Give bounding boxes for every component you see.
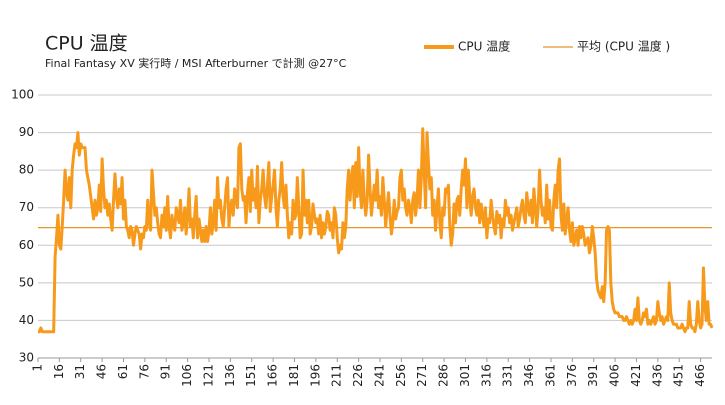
- legend-label: 平均 (CPU 温度 ): [577, 39, 670, 54]
- x-tick-label: 226: [351, 364, 365, 387]
- x-tick-label: 451: [672, 364, 686, 387]
- y-tick-label: 100: [11, 88, 34, 102]
- x-tick-label: 1: [31, 364, 45, 372]
- y-tick-label: 90: [19, 125, 34, 139]
- x-tick-label: 286: [437, 364, 451, 387]
- x-tick-label: 361: [543, 364, 557, 387]
- x-tick-label: 46: [95, 364, 109, 379]
- x-tick-label: 151: [244, 364, 258, 387]
- chart-subtitle: Final Fantasy XV 実行時 / MSI Afterburner で…: [45, 56, 347, 70]
- x-tick-label: 436: [650, 364, 664, 387]
- x-tick-label: 61: [116, 364, 130, 379]
- x-tick-label: 196: [308, 364, 322, 387]
- y-tick-label: 70: [19, 200, 34, 214]
- x-tick-label: 76: [137, 364, 151, 379]
- x-tick-label: 406: [608, 364, 622, 387]
- x-tick-label: 256: [394, 364, 408, 387]
- x-tick-label: 136: [223, 364, 237, 387]
- y-tick-label: 30: [19, 351, 34, 365]
- legend: CPU 温度 平均 (CPU 温度 ): [424, 39, 670, 54]
- x-tick-label: 31: [73, 364, 87, 379]
- chart-title: CPU 温度: [45, 33, 128, 55]
- x-tick-label: 301: [458, 364, 472, 387]
- y-tick-label: 60: [19, 238, 34, 252]
- x-tick-label: 166: [266, 364, 280, 387]
- x-tick-label: 376: [565, 364, 579, 387]
- x-tick-label: 241: [372, 364, 386, 387]
- x-tick-label: 466: [693, 364, 707, 387]
- y-tick-label: 40: [19, 313, 34, 327]
- x-tick-label: 106: [180, 364, 194, 387]
- x-tick-label: 421: [629, 364, 643, 387]
- x-tick-label: 391: [586, 364, 600, 387]
- x-tick-label: 211: [330, 364, 344, 387]
- x-tick-label: 346: [522, 364, 536, 387]
- x-tick-label: 181: [287, 364, 301, 387]
- x-tick-label: 271: [415, 364, 429, 387]
- x-tick-label: 331: [501, 364, 515, 387]
- x-tick-label: 121: [201, 364, 215, 387]
- x-tick-label: 91: [159, 364, 173, 379]
- legend-label: CPU 温度: [458, 39, 510, 54]
- y-tick-label: 80: [19, 163, 34, 177]
- y-tick-label: 50: [19, 275, 34, 289]
- x-tick-label: 316: [479, 364, 493, 387]
- x-tick-label: 16: [52, 364, 66, 379]
- series-line: [37, 127, 714, 334]
